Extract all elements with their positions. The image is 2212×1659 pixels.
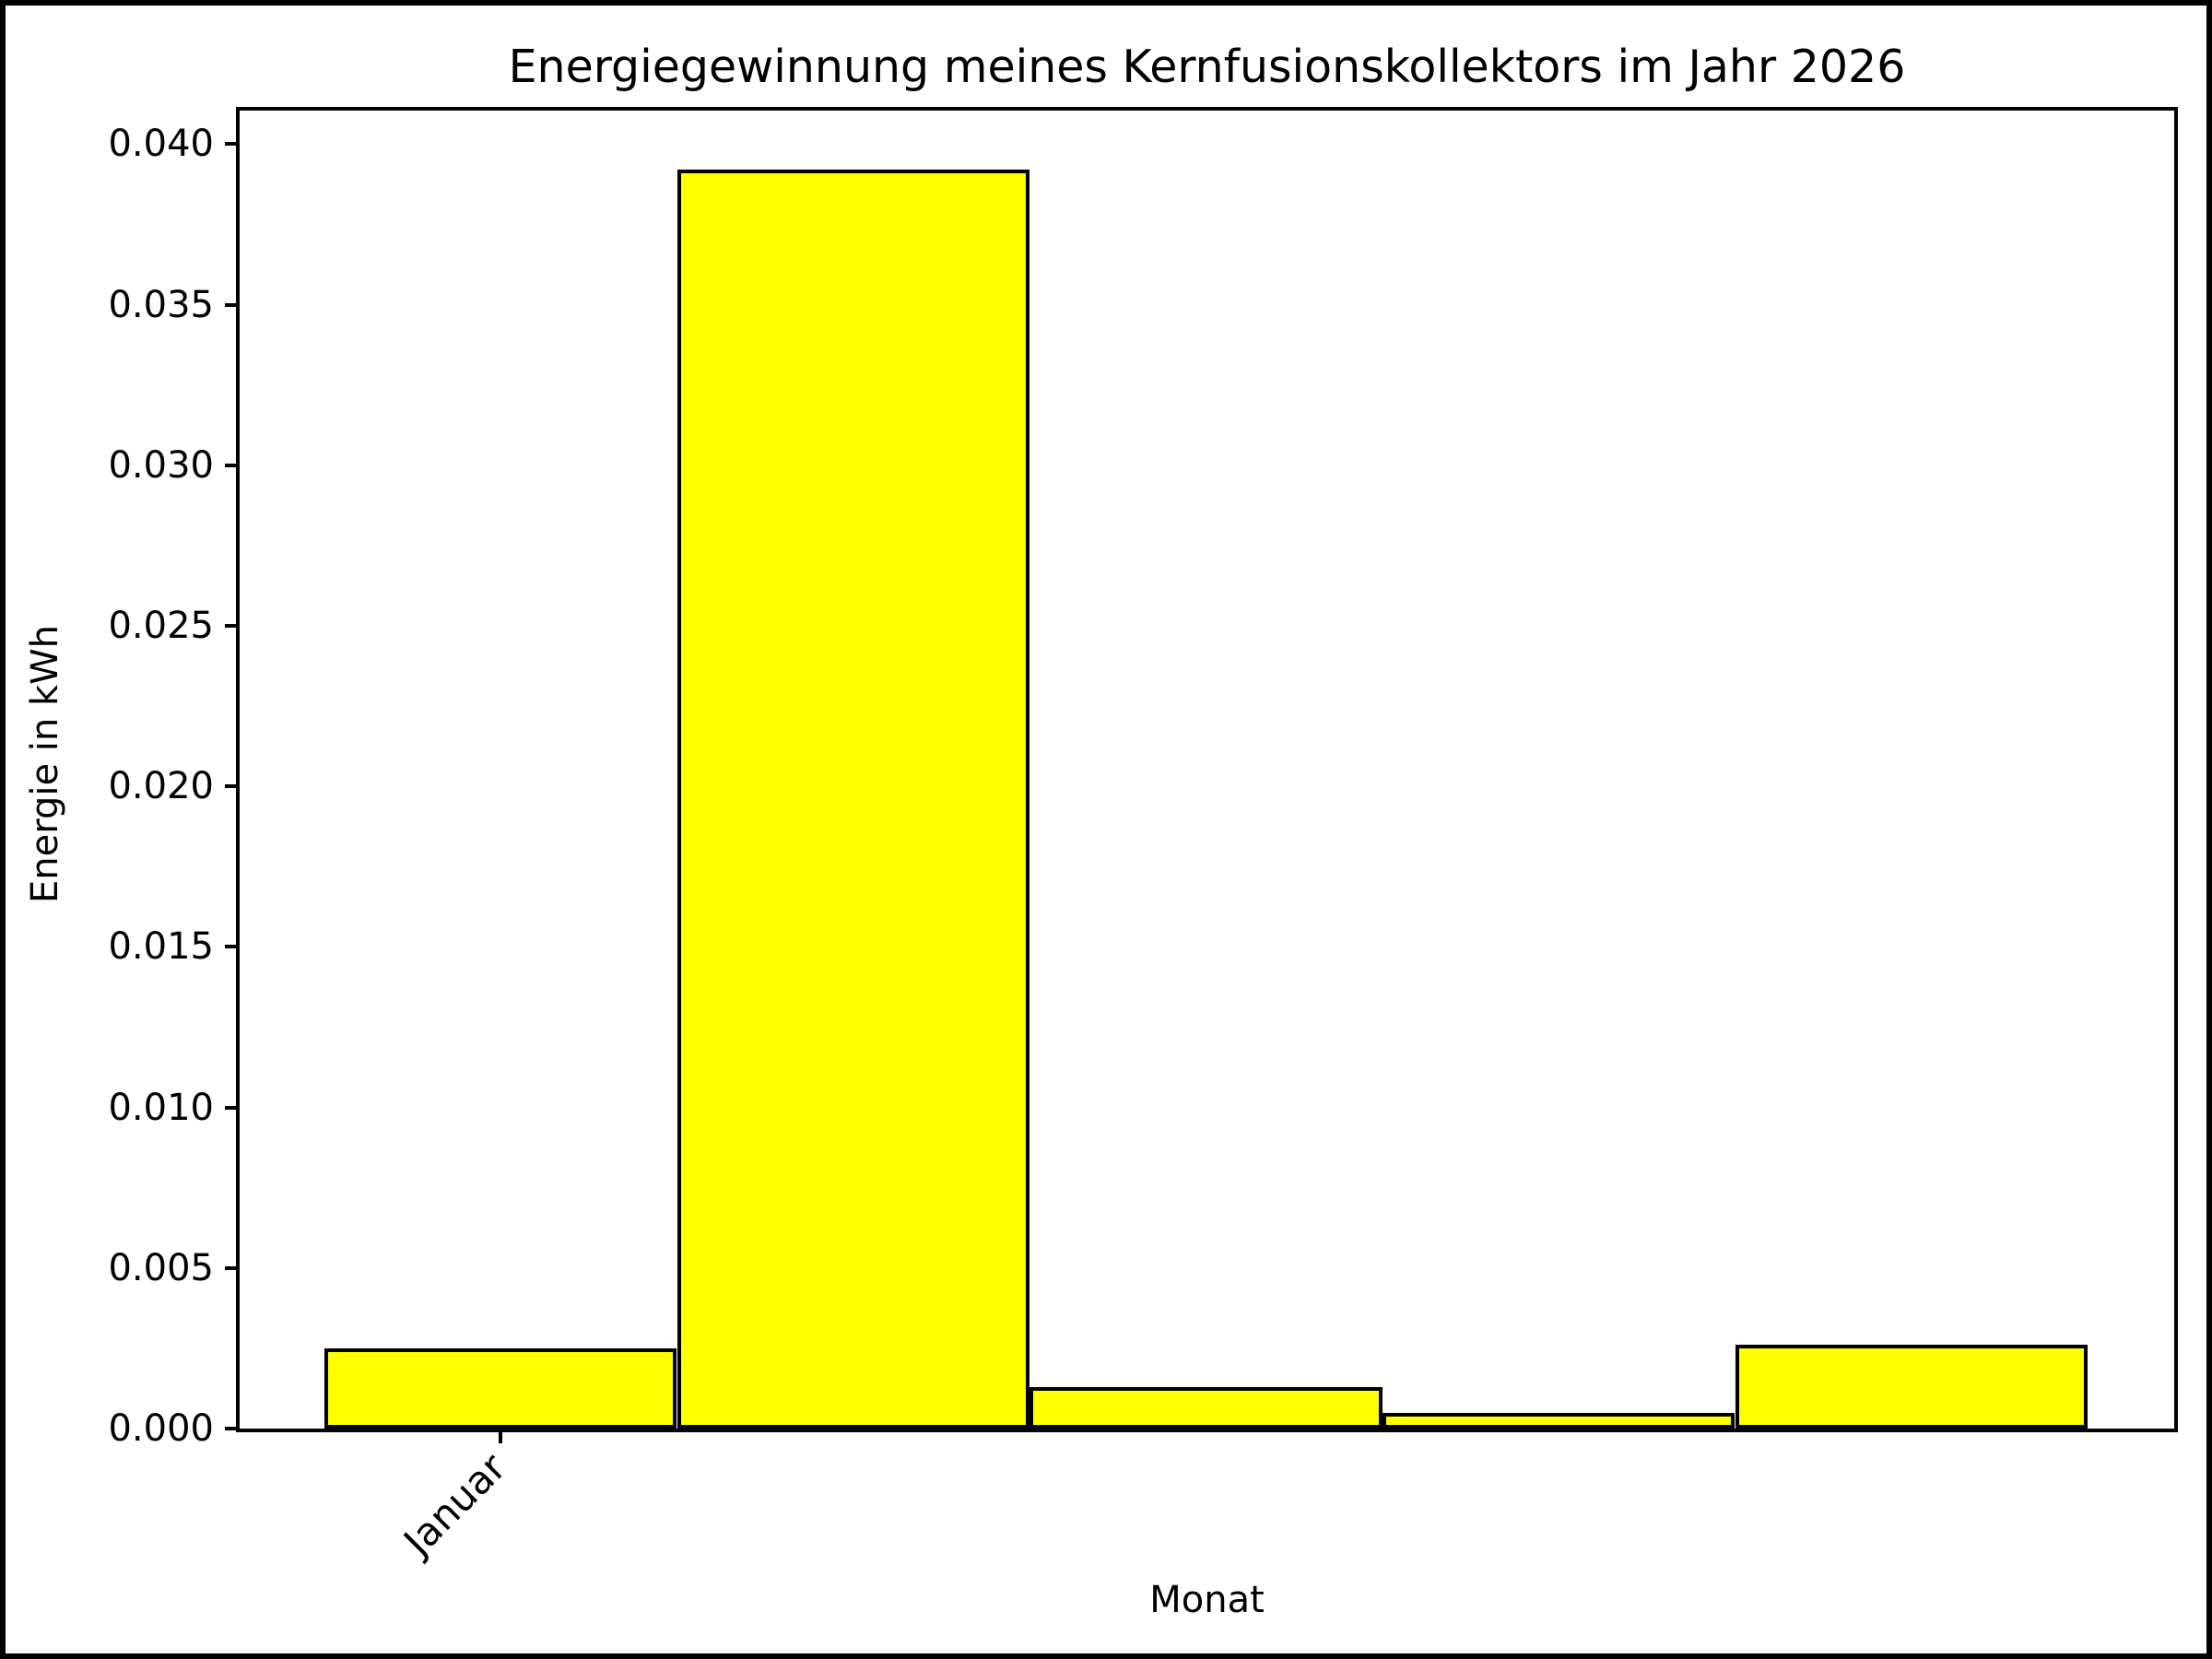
y-tick-label: 0.005: [108, 1246, 214, 1289]
bar: [324, 1347, 677, 1429]
y-tick-label: 0.020: [108, 765, 214, 808]
bar: [1735, 1345, 2088, 1429]
y-tick-label: 0.040: [108, 123, 214, 166]
x-tick: [499, 1432, 503, 1443]
y-tick: [225, 1427, 236, 1430]
x-axis-label: Monat: [1149, 1579, 1265, 1621]
y-tick: [225, 1265, 236, 1270]
y-tick: [225, 784, 236, 789]
y-tick-label: 0.030: [108, 443, 214, 487]
y-axis-label: Energie in kWh: [24, 624, 66, 904]
y-tick: [225, 302, 236, 307]
x-tick-label: Januar: [394, 1444, 515, 1564]
y-tick-label: 0.000: [108, 1407, 214, 1450]
plot-area: [236, 107, 2178, 1432]
y-tick: [225, 463, 236, 467]
y-tick-label: 0.025: [108, 605, 214, 647]
y-tick: [225, 1105, 236, 1110]
y-tick-label: 0.010: [108, 1086, 214, 1129]
y-tick-label: 0.015: [108, 925, 214, 969]
bar: [1030, 1386, 1382, 1429]
chart-title: Energiegewinnung meines Kernfusionskolle…: [508, 41, 1906, 93]
y-tick: [225, 624, 236, 628]
y-tick: [225, 945, 236, 949]
y-tick: [225, 142, 236, 147]
bar: [1382, 1412, 1735, 1429]
bar: [677, 170, 1030, 1429]
y-tick-label: 0.035: [108, 283, 214, 326]
